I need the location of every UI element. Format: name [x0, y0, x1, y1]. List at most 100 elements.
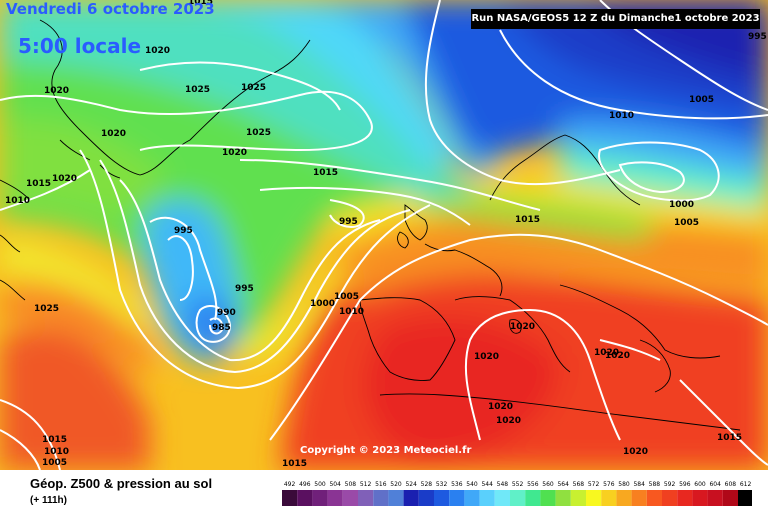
- legend-swatch: [707, 490, 723, 506]
- legend-tick-label: 516: [375, 481, 387, 488]
- weather-map: 1015 1020 1020 1025 1025 1020 1025 1020 …: [0, 0, 768, 470]
- forecast-date: Vendredi 6 octobre 2023: [6, 0, 215, 18]
- legend-swatch: [722, 490, 738, 506]
- isobar-label: 1010: [5, 196, 30, 206]
- legend-swatch: [570, 490, 586, 506]
- isobar-label: 1015: [717, 433, 742, 443]
- legend-tick-label: 572: [588, 481, 600, 488]
- isobar-label: 1020: [145, 46, 170, 56]
- isobar-label: 1020: [510, 322, 535, 332]
- isobar-label: 1015: [42, 435, 67, 445]
- copyright-notice: Copyright © 2023 Meteociel.fr: [300, 445, 472, 456]
- model-run-info: Run NASA/GEOS5 12 Z du Dimanche1 octobre…: [471, 9, 760, 29]
- isobar-label: 1020: [605, 351, 630, 361]
- isobar-label: 1020: [496, 416, 521, 426]
- legend-tick-label: 564: [557, 481, 569, 488]
- legend-tick-label: 608: [725, 481, 737, 488]
- legend-tick-label: 504: [329, 481, 341, 488]
- legend-swatch: [479, 490, 495, 506]
- legend-tick-label: 604: [709, 481, 721, 488]
- legend-tick-label: 560: [542, 481, 554, 488]
- legend-tick-label: 584: [633, 481, 645, 488]
- legend-tick-label: 544: [481, 481, 493, 488]
- legend-tick-label: 492: [284, 481, 296, 488]
- legend-swatch: [373, 490, 389, 506]
- isobar-label: 1015: [26, 179, 51, 189]
- legend-swatch: [510, 490, 526, 506]
- isobar-label: 1015: [313, 168, 338, 178]
- legend-tick-label: 520: [390, 481, 402, 488]
- isobar-label: 995: [174, 226, 193, 236]
- legend-swatch: [555, 490, 571, 506]
- legend-tick-label: 588: [649, 481, 661, 488]
- legend-swatch: [342, 490, 358, 506]
- isobar-label: 1020: [52, 174, 77, 184]
- isobar-label: 1025: [34, 304, 59, 314]
- isobar-label: 995: [235, 284, 254, 294]
- isobar-label: 1010: [609, 111, 634, 121]
- legend-swatch: [403, 490, 419, 506]
- isobar-label: 1025: [185, 85, 210, 95]
- isobar-label: 1000: [310, 299, 335, 309]
- isobar-label: 1020: [623, 447, 648, 457]
- isobar-label: 985: [212, 323, 231, 333]
- legend-tick-label: 596: [679, 481, 691, 488]
- isobar-label: 995: [339, 217, 358, 227]
- isobar-label: 995: [748, 32, 767, 42]
- legend-swatch: [540, 490, 556, 506]
- isobar-label: 1005: [674, 218, 699, 228]
- legend-tick-label: 536: [451, 481, 463, 488]
- legend-swatch: [358, 490, 374, 506]
- legend-swatch: [616, 490, 632, 506]
- legend-swatch: [418, 490, 434, 506]
- legend-tick-label: 592: [664, 481, 676, 488]
- map-canvas: 1015 1020 1020 1025 1025 1020 1025 1020 …: [0, 0, 768, 470]
- legend-swatch: [312, 490, 328, 506]
- forecast-time: 5:00 locale: [18, 34, 142, 58]
- legend-tick-label: 508: [345, 481, 357, 488]
- legend-tick-label: 580: [618, 481, 630, 488]
- parameter-label: Géop. Z500 & pression au sol: [30, 476, 213, 491]
- legend-tick-label: 532: [436, 481, 448, 488]
- legend-swatch: [464, 490, 480, 506]
- legend-swatch: [297, 490, 313, 506]
- isobar-label: 1010: [339, 307, 364, 317]
- isobar-label: 1020: [474, 352, 499, 362]
- legend-swatch: [388, 490, 404, 506]
- legend-tick-label: 548: [497, 481, 509, 488]
- legend-swatch: [586, 490, 602, 506]
- legend-tick-label: 540: [466, 481, 478, 488]
- isobar-label: 990: [217, 308, 236, 318]
- color-scale-legend: 492 496 500 504 508 512 516 520 524 528 532 536 540 5…: [282, 481, 752, 506]
- isobar-label: 1005: [42, 458, 67, 468]
- isobar-label: 1005: [689, 95, 714, 105]
- legend-swatch: [282, 490, 298, 506]
- legend-swatch: [692, 490, 708, 506]
- legend-swatch: [449, 490, 465, 506]
- legend-swatch: [677, 490, 693, 506]
- isobar-label: 1015: [515, 215, 540, 225]
- legend-swatch: [327, 490, 343, 506]
- isobar-label: 1020: [594, 348, 619, 358]
- isobar-label: 1005: [334, 292, 359, 302]
- legend-swatch: [646, 490, 662, 506]
- isobar-label: 1025: [246, 128, 271, 138]
- legend-tick-label: 612: [740, 481, 752, 488]
- legend-swatch: [434, 490, 450, 506]
- legend-tick-label: 528: [421, 481, 433, 488]
- legend-swatch: [738, 490, 752, 506]
- legend-tick-label: 576: [603, 481, 615, 488]
- lead-time-label: (+ 111h): [30, 495, 67, 506]
- isobar-label: 1020: [101, 129, 126, 139]
- legend-swatch: [494, 490, 510, 506]
- isobar-labels: 1015 1020 1020 1025 1025 1020 1025 1020 …: [5, 0, 767, 469]
- legend-tick-label: 568: [573, 481, 585, 488]
- isobar-label: 1010: [44, 447, 69, 457]
- legend-swatch: [601, 490, 617, 506]
- legend-swatch: [525, 490, 541, 506]
- isobar-label: 1000: [669, 200, 694, 210]
- isobar-label: 1015: [282, 459, 307, 469]
- isobar-label: 1015: [188, 0, 213, 7]
- isobar-label: 1020: [488, 402, 513, 412]
- isobar-label: 1025: [241, 83, 266, 93]
